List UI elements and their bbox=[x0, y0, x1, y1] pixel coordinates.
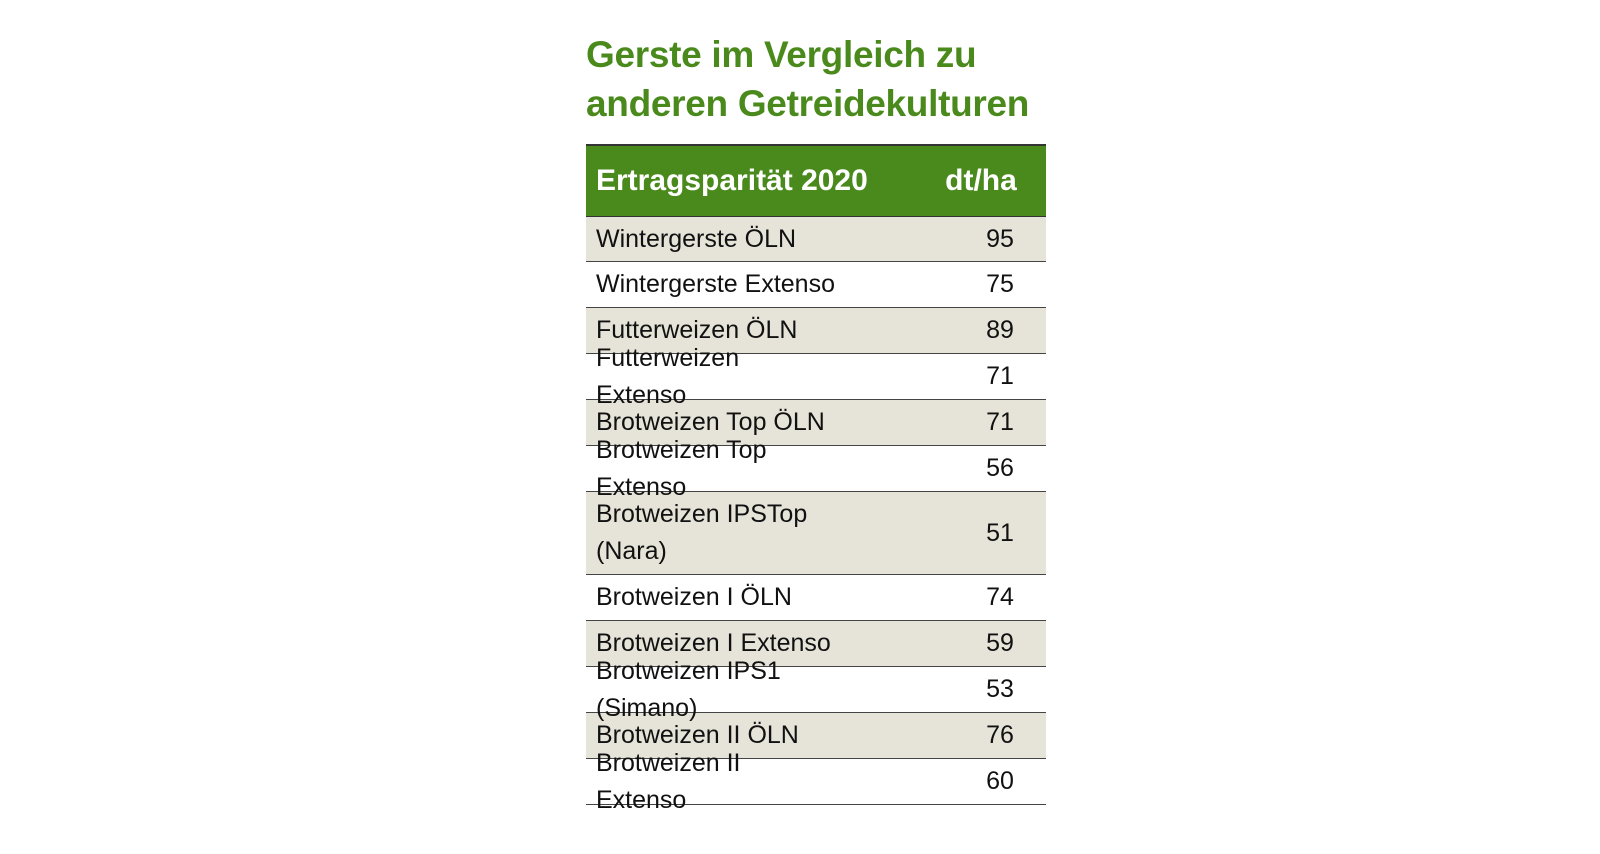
row-label: Brotweizen IPSTop (Nara) bbox=[596, 500, 808, 565]
row-label: Wintergerste Extenso bbox=[596, 270, 835, 298]
row-value: 51 bbox=[986, 518, 1014, 547]
data-table: Ertragsparität 2020 dt/ha Wintergerste Ö… bbox=[586, 144, 1046, 814]
row-value: 76 bbox=[986, 721, 1014, 749]
row-label: Brotweizen Top ÖLN bbox=[596, 408, 825, 436]
row-value: 53 bbox=[986, 675, 1014, 703]
row-value: 71 bbox=[986, 408, 1014, 436]
row-value: 71 bbox=[986, 362, 1014, 390]
table-row: Futterweizen Extenso 71 bbox=[586, 344, 1046, 409]
table-row: Wintergerste Extenso 75 bbox=[586, 262, 1046, 308]
table-row: Wintergerste ÖLN 95 bbox=[586, 217, 1046, 262]
chart-title: Gerste im Vergleich zu anderen Getreidek… bbox=[586, 34, 1030, 124]
row-label: Brotweizen IPS1 (Simano) bbox=[596, 656, 781, 722]
header-label: Ertragsparität 2020 bbox=[596, 164, 868, 197]
table-row: Brotweizen Top Extenso 56 bbox=[586, 436, 1046, 501]
row-label: Brotweizen I ÖLN bbox=[596, 583, 792, 611]
row-value: 95 bbox=[986, 224, 1014, 253]
table-row: Brotweizen I ÖLN 74 bbox=[586, 575, 1046, 621]
row-label: Futterweizen ÖLN bbox=[596, 316, 798, 344]
row-label: Brotweizen Top Extenso bbox=[596, 435, 767, 501]
row-value: 56 bbox=[986, 454, 1014, 482]
row-value: 74 bbox=[986, 583, 1014, 611]
table-body: Wintergerste ÖLN 95 Wintergerste Extenso 75… bbox=[586, 217, 1046, 814]
row-label: Brotweizen II Extenso bbox=[596, 748, 741, 814]
table-row: Futterweizen ÖLN 89 bbox=[586, 308, 1046, 354]
table-row: Brotweizen IPSTop (Nara) 51 bbox=[586, 492, 1046, 575]
row-label: Brotweizen I Extenso bbox=[596, 629, 831, 657]
table-row: Brotweizen IPS1 (Simano) 53 bbox=[586, 657, 1046, 722]
table-row: Brotweizen Top ÖLN 71 bbox=[586, 400, 1046, 446]
row-label: Wintergerste ÖLN bbox=[596, 224, 797, 253]
row-value: 60 bbox=[986, 767, 1014, 795]
row-value: 75 bbox=[986, 270, 1014, 298]
row-label: Futterweizen Extenso bbox=[596, 343, 740, 409]
row-value: 89 bbox=[986, 316, 1014, 344]
table-header: Ertragsparität 2020 dt/ha bbox=[586, 146, 1046, 217]
table-figure: Gerste im Vergleich zu anderen Getreidek… bbox=[586, 30, 1046, 814]
table-row: Brotweizen II ÖLN 76 bbox=[586, 713, 1046, 759]
row-label: Brotweizen II ÖLN bbox=[596, 721, 799, 749]
row-value: 59 bbox=[986, 629, 1014, 657]
table-row: Brotweizen I Extenso 59 bbox=[586, 621, 1046, 667]
header-unit: dt/ha bbox=[945, 164, 1017, 197]
table-row: Brotweizen II Extenso 60 bbox=[586, 749, 1046, 814]
